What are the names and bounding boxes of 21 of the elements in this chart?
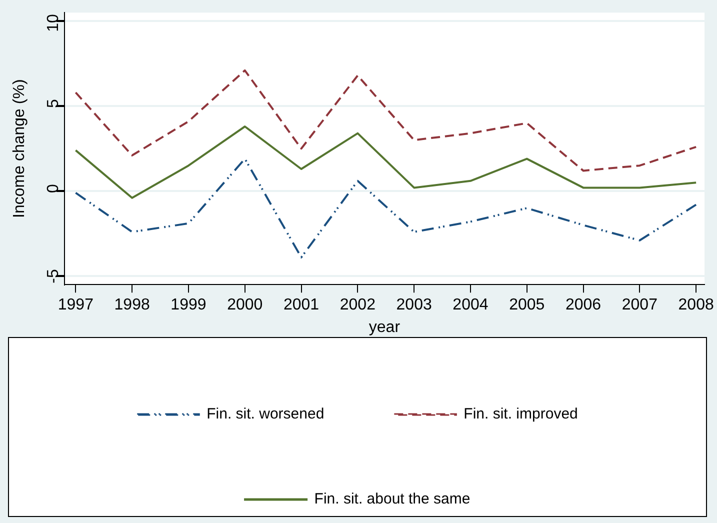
x-tick-label: 2007 <box>622 296 658 314</box>
x-tick-label: 2001 <box>283 296 320 314</box>
x-tick-label: 2000 <box>227 296 263 314</box>
x-tick-label: 2005 <box>509 296 545 314</box>
legend-label: Fin. sit. worsened <box>206 406 324 423</box>
x-tick-label: 1998 <box>114 296 150 314</box>
y-axis-title: Income change (%) <box>11 79 28 218</box>
x-tick-label: 2004 <box>452 296 488 314</box>
x-tick-label: 2008 <box>678 296 714 314</box>
x-tick-label: 2006 <box>565 296 602 314</box>
legend-label: Fin. sit. about the same <box>314 490 470 508</box>
x-tick-label: 1999 <box>170 296 206 314</box>
legend-label: Fin. sit. improved <box>464 406 578 423</box>
x-tick-label: 2002 <box>340 296 376 314</box>
y-tick-label: 10 <box>44 14 62 32</box>
x-axis-title: year <box>368 318 401 336</box>
x-tick-label: 1997 <box>58 296 94 314</box>
line-series <box>74 69 698 172</box>
line-series <box>74 158 698 258</box>
y-tick-label: 0 <box>44 184 62 194</box>
x-tick-label: 2003 <box>396 296 432 314</box>
